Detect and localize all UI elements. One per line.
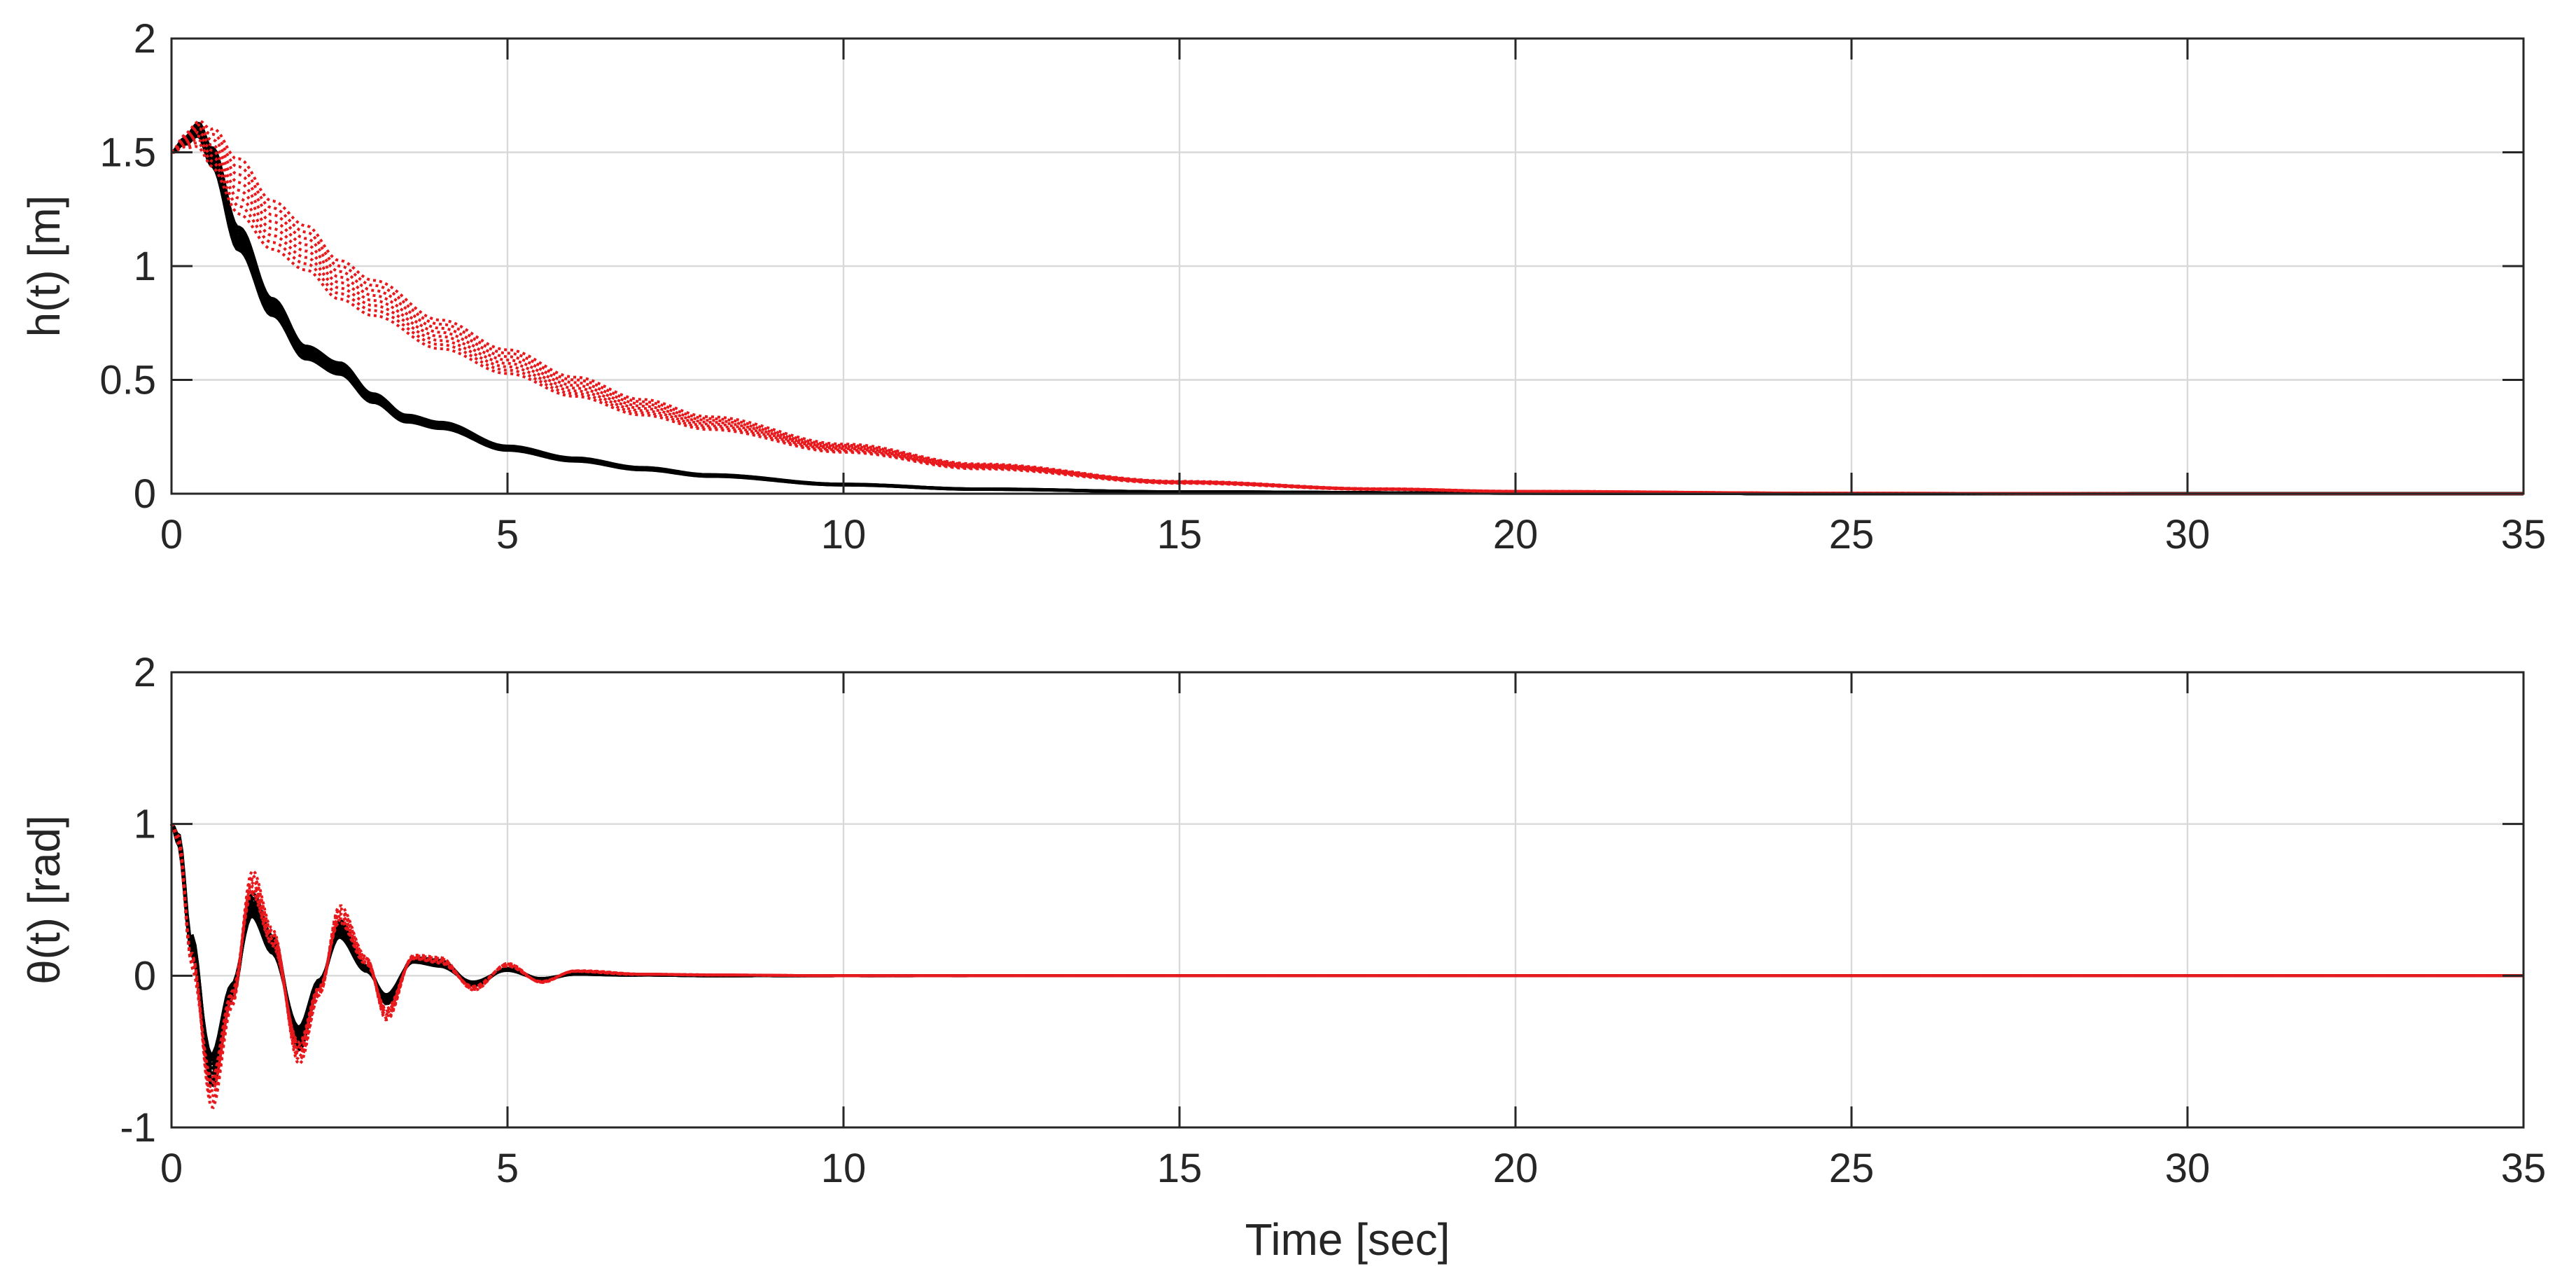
red-dotted-series-7 (170, 823, 2524, 1109)
x-tick-label: 20 (1493, 512, 1539, 557)
red-dotted-series-0 (170, 823, 2524, 1080)
y-tick-label: 1 (134, 802, 156, 847)
black-solid-series-5 (171, 125, 2524, 496)
black-solid-series-1 (171, 132, 2524, 496)
black-solid-series-0 (171, 134, 2524, 496)
black-solid-series-2 (171, 130, 2524, 496)
x-tick-label: 20 (1493, 1146, 1539, 1191)
red-dotted-series-4 (170, 823, 2524, 1092)
y-tick-label: 1.5 (99, 130, 156, 176)
x-tick-label: 15 (1157, 512, 1203, 557)
x-tick-label: 0 (160, 1146, 183, 1191)
y-axis-label: θ(t) [rad] (19, 815, 69, 985)
x-tick-label: 25 (1829, 512, 1875, 557)
black-solid-series-7 (170, 121, 2524, 496)
x-tick-label: 10 (821, 512, 867, 557)
y-tick-label: -1 (120, 1105, 156, 1151)
x-tick-label: 35 (2501, 1146, 2547, 1191)
x-tick-label: 25 (1829, 1146, 1875, 1191)
black-solid-series-3 (169, 823, 2524, 1066)
black-solid-series-5 (170, 823, 2524, 1076)
y-tick-label: 1 (134, 244, 156, 289)
black-solid-series-4 (171, 127, 2524, 496)
x-tick-label: 10 (821, 1146, 867, 1191)
red-dotted-series-6 (170, 823, 2524, 1104)
axes-box (170, 671, 2525, 1129)
y-axis-label: h(t) [m] (19, 195, 69, 338)
y-tick-label: 2 (134, 650, 156, 695)
black-solid-series-4 (170, 823, 2524, 1070)
black-solid-series-1 (169, 823, 2524, 1060)
black-solid-series-3 (171, 128, 2524, 496)
x-tick-label: 30 (2165, 512, 2211, 557)
x-tick-label: 0 (160, 512, 183, 557)
red-dotted-series-3 (170, 823, 2524, 1088)
y-tick-label: 0 (134, 953, 156, 999)
red-dotted-series-3 (171, 134, 2524, 495)
top-subplot-h: 0 5 10 15 20 25 30 35 0 0.5 1 1.5 2 h(t) [m] (19, 16, 2546, 557)
black-solid-series-0 (169, 823, 2524, 1057)
red-dotted-series-7 (170, 119, 2524, 495)
y-tick-label: 0.5 (99, 358, 156, 403)
red-dotted-series-5 (170, 127, 2524, 495)
black-solid-series-7 (170, 823, 2524, 1088)
x-tick-label: 30 (2165, 1146, 2211, 1191)
red-dotted-series-0 (171, 145, 2524, 495)
black-solid-series-6 (170, 123, 2524, 496)
x-tick-label: 5 (496, 512, 519, 557)
x-tick-label: 35 (2501, 512, 2547, 557)
y-tick-label: 0 (134, 471, 156, 517)
red-dotted-series-4 (171, 130, 2524, 495)
red-dotted-series-6 (170, 123, 2524, 495)
x-axis-label: Time [sec] (1245, 1214, 1450, 1265)
x-tick-label: 5 (496, 1146, 519, 1191)
red-dotted-series-1 (171, 141, 2524, 495)
x-tick-label: 15 (1157, 1146, 1203, 1191)
y-tick-label: 2 (134, 16, 156, 62)
black-solid-series-6 (170, 823, 2524, 1081)
red-dotted-series-5 (170, 823, 2524, 1097)
red-dotted-series-2 (170, 823, 2524, 1085)
red-dotted-series-2 (171, 138, 2524, 495)
black-solid-series-2 (169, 823, 2524, 1062)
red-dotted-series-1 (170, 823, 2524, 1083)
